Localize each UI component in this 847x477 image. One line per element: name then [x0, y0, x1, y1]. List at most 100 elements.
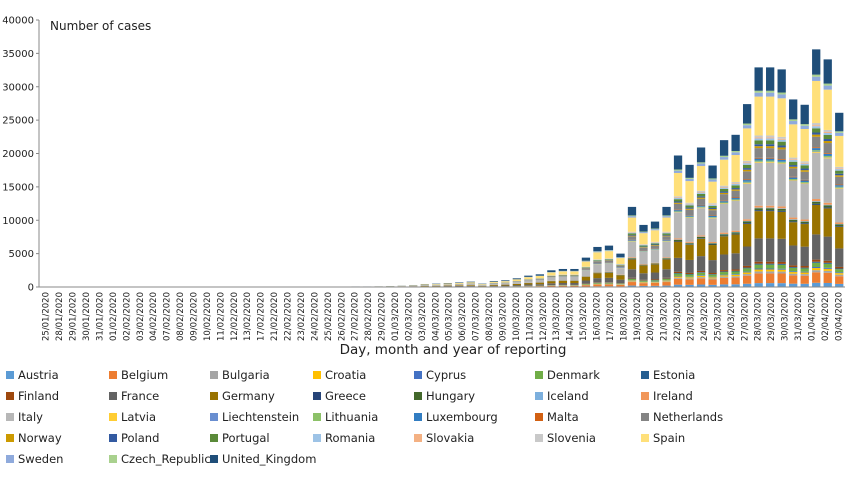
y-tick-label: 30000 — [2, 82, 34, 93]
y-tick-label: 5000 — [9, 249, 34, 260]
bar-segment — [673, 199, 683, 202]
bar-segment — [627, 280, 637, 282]
bar-segment — [742, 168, 752, 170]
bar-segment — [777, 268, 786, 270]
bar-segment — [535, 286, 545, 287]
bar-segment — [823, 236, 832, 261]
bar-segment — [754, 162, 763, 163]
bar-segment — [766, 157, 775, 159]
bar-segment — [696, 235, 706, 237]
bar-segment — [719, 275, 729, 277]
bar-segment — [812, 80, 821, 124]
legend-item: Liechtenstein — [210, 410, 299, 424]
bar-segment — [604, 263, 614, 272]
bar-segment — [754, 207, 763, 209]
y-tick-label: 20000 — [2, 149, 34, 160]
bar-segment — [835, 226, 844, 227]
bar-segment — [627, 277, 637, 279]
bar-segment — [777, 238, 786, 262]
legend-label: Bulgaria — [222, 368, 270, 382]
bar-segment — [789, 168, 798, 177]
bar-segment — [742, 275, 752, 284]
bar-segment — [662, 277, 671, 279]
bar-segment — [777, 136, 786, 139]
legend-item: Hungary — [414, 389, 475, 403]
bar-segment — [789, 222, 798, 246]
bar-segment — [823, 132, 832, 135]
legend-item: Finland — [6, 389, 59, 403]
legend-label: Norway — [18, 431, 62, 445]
bar-segment — [823, 263, 832, 268]
y-tick-label: 35000 — [2, 49, 34, 60]
bar-segment — [766, 96, 775, 136]
bar-segment — [789, 283, 798, 287]
bar-segment — [800, 182, 809, 184]
bar-segment — [673, 239, 683, 241]
bar-segment — [558, 280, 568, 284]
bar-segment — [731, 277, 740, 285]
bar-segment — [627, 257, 637, 259]
legend-swatch — [313, 392, 321, 400]
bar-segment — [708, 274, 717, 275]
bar-segment — [766, 67, 775, 91]
bar-segment — [835, 273, 844, 275]
bar-segment — [835, 188, 844, 223]
legend-item: Norway — [6, 431, 62, 445]
bar-segment — [800, 124, 809, 126]
bar-segment — [627, 216, 637, 218]
legend-item: Bulgaria — [210, 368, 270, 382]
bar-segment — [789, 181, 798, 218]
legend-label: Portugal — [222, 431, 270, 445]
bar-segment — [696, 284, 706, 287]
legend-swatch — [535, 413, 543, 421]
bar-segment — [708, 208, 717, 210]
bar-segment — [731, 234, 740, 254]
x-tick-label: 06/03/2020 — [458, 292, 468, 341]
bar-segment — [742, 246, 752, 266]
legend-label: United_Kingdom — [222, 452, 316, 466]
x-tick-label: 28/01/2020 — [55, 292, 65, 341]
bar-segment — [731, 269, 740, 271]
bar-segment — [777, 164, 786, 207]
bar-segment — [650, 280, 660, 282]
legend-swatch — [313, 371, 321, 379]
bar-segment — [823, 270, 832, 273]
bar-segment — [685, 272, 694, 275]
bar-segment — [708, 205, 717, 209]
bar-segment — [719, 270, 729, 272]
bar-segment — [650, 229, 660, 231]
bar-segment — [835, 184, 844, 186]
bar-segment — [766, 137, 775, 139]
bar-segment — [742, 128, 752, 161]
bar-segment — [662, 216, 671, 218]
bar-segment — [478, 284, 487, 285]
x-tick-label: 03/02/2020 — [136, 292, 146, 341]
legend-swatch — [109, 413, 117, 421]
bar-segment — [835, 268, 844, 270]
bar-segment — [685, 259, 694, 273]
bar-segment — [662, 278, 671, 281]
bar-segment — [650, 248, 660, 250]
x-tick-label: 30/01/2020 — [82, 292, 92, 341]
bar-segment — [685, 274, 694, 277]
bar-segment — [466, 282, 475, 284]
bar-segment — [812, 151, 821, 153]
bar-segment — [650, 241, 660, 243]
bar-segment — [673, 241, 683, 258]
bar-segment — [754, 205, 763, 208]
bar-segment — [812, 128, 821, 133]
bar-segment — [800, 272, 809, 275]
bar-segment — [673, 240, 683, 242]
bar-segment — [673, 197, 683, 199]
bar-segment — [719, 234, 729, 236]
bar-segment — [789, 272, 798, 274]
bar-segment — [742, 179, 752, 181]
bar-segment — [627, 278, 637, 281]
bar-segment — [719, 140, 729, 156]
bar-segment — [639, 251, 648, 265]
bar-segment — [685, 279, 694, 285]
x-tick-label: 05/03/2020 — [445, 292, 455, 341]
bar-segment — [812, 76, 821, 81]
bar-segment — [754, 158, 763, 161]
legend-item: Malta — [535, 410, 579, 424]
